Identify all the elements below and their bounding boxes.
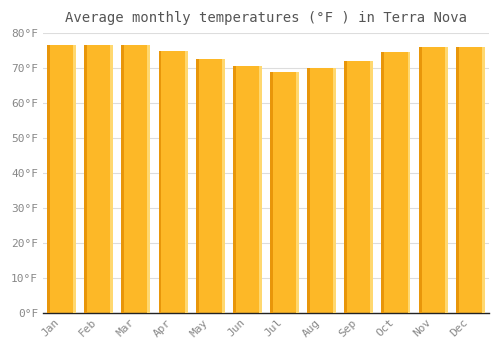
- Bar: [158, 51, 162, 313]
- Bar: [370, 61, 374, 313]
- Title: Average monthly temperatures (°F ) in Terra Nova: Average monthly temperatures (°F ) in Te…: [65, 11, 467, 25]
- Bar: [382, 52, 410, 313]
- Bar: [307, 68, 310, 313]
- Bar: [222, 60, 224, 313]
- Bar: [482, 47, 485, 313]
- Bar: [456, 47, 458, 313]
- Bar: [408, 52, 410, 313]
- Bar: [296, 72, 299, 313]
- Bar: [196, 60, 224, 313]
- Bar: [122, 46, 150, 313]
- Bar: [233, 66, 236, 313]
- Bar: [456, 47, 485, 313]
- Bar: [148, 46, 150, 313]
- Bar: [307, 68, 336, 313]
- Bar: [47, 46, 76, 313]
- Bar: [382, 52, 384, 313]
- Bar: [196, 60, 198, 313]
- Bar: [344, 61, 347, 313]
- Bar: [270, 72, 273, 313]
- Bar: [73, 46, 76, 313]
- Bar: [233, 66, 262, 313]
- Bar: [47, 46, 50, 313]
- Bar: [184, 51, 188, 313]
- Bar: [334, 68, 336, 313]
- Bar: [418, 47, 422, 313]
- Bar: [444, 47, 448, 313]
- Bar: [84, 46, 113, 313]
- Bar: [110, 46, 113, 313]
- Bar: [158, 51, 188, 313]
- Bar: [344, 61, 374, 313]
- Bar: [418, 47, 448, 313]
- Bar: [259, 66, 262, 313]
- Bar: [84, 46, 87, 313]
- Bar: [122, 46, 124, 313]
- Bar: [270, 72, 299, 313]
